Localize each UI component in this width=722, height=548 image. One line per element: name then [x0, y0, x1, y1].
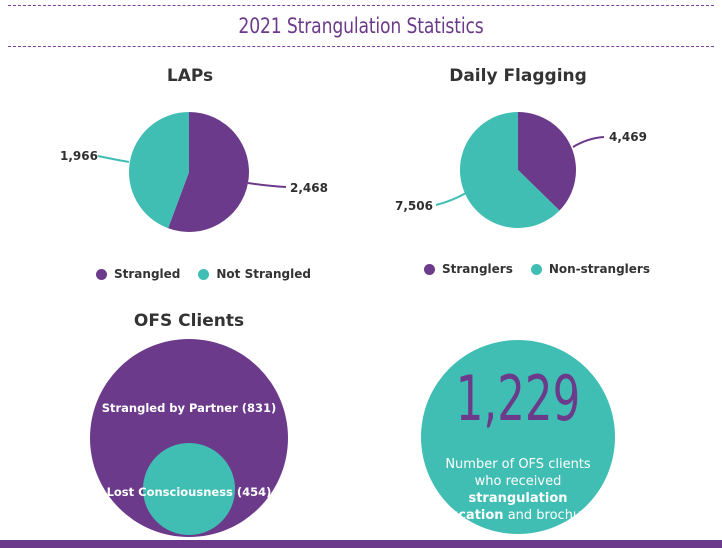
laps-legend-not-strangled-label: Not Strangled — [216, 267, 311, 281]
venn-lost-consciousness-circle — [143, 443, 235, 535]
venn-strangled-circle — [90, 339, 288, 537]
laps-legend-not-strangled: Not Strangled — [198, 267, 311, 281]
laps-legend-strangled: Strangled — [96, 267, 180, 281]
stat-caption-bold: strangulation education — [430, 491, 568, 523]
laps-pie — [129, 112, 249, 232]
flagging-legend-non-stranglers: Non-stranglers — [530, 262, 650, 276]
laps-label-strangled: 2,468 — [290, 181, 328, 195]
stat-caption-post: and brochures. — [503, 508, 606, 523]
flagging-chart-title: Daily Flagging — [449, 66, 587, 86]
stat-caption-pre: Number of OFS clients who received — [445, 457, 591, 489]
flagging-pie — [460, 111, 576, 228]
flagging-legend-non-stranglers-label: Non-stranglers — [548, 262, 650, 276]
laps-leader-not-strangled — [97, 155, 130, 163]
flagging-legend-stranglers-label: Stranglers — [442, 262, 513, 276]
flagging-label-stranglers: 4,469 — [609, 130, 647, 144]
purple-dot-icon — [424, 263, 435, 275]
title-bar: 2021 Strangulation Statistics — [0, 0, 722, 50]
pie-slice-stranglers — [518, 112, 576, 211]
pie-slice-non-stranglers — [460, 111, 560, 228]
venn-label-strangled: Strangled by Partner (831) — [102, 401, 277, 415]
teal-dot-icon — [198, 268, 210, 280]
bottom-dashed-rule — [8, 46, 714, 47]
laps-label-not-strangled: 1,966 — [60, 149, 98, 163]
flagging-legend-stranglers: Stranglers — [424, 262, 513, 276]
teal-dot-icon — [530, 263, 542, 275]
laps-legend-strangled-label: Strangled — [114, 267, 181, 281]
stat-number: 1,229 — [455, 362, 581, 435]
purple-dot-icon — [96, 268, 107, 280]
stat-caption: Number of OFS clients who received stran… — [430, 456, 606, 524]
pie-slice-strangled — [168, 112, 249, 232]
venn-label-lost-consciousness: Lost Consciousness (454) — [107, 485, 272, 499]
laps-legend: Strangled Not Strangled — [96, 267, 329, 281]
laps-chart-title: LAPs — [166, 66, 214, 86]
flagging-label-non-stranglers: 7,506 — [395, 199, 433, 213]
ofs-clients-title: OFS Clients — [133, 311, 245, 331]
flagging-legend: Stranglers Non-stranglers — [424, 262, 668, 276]
flagging-leader-stranglers — [572, 136, 605, 148]
page-title: 2021 Strangulation Statistics — [238, 14, 484, 38]
footer-bar — [0, 540, 722, 548]
flagging-leader-non-stranglers — [435, 192, 467, 206]
top-dashed-rule — [8, 5, 714, 6]
laps-leader-strangled — [247, 182, 287, 188]
stat-circle — [421, 340, 615, 534]
pie-slice-not-strangled — [129, 112, 189, 229]
